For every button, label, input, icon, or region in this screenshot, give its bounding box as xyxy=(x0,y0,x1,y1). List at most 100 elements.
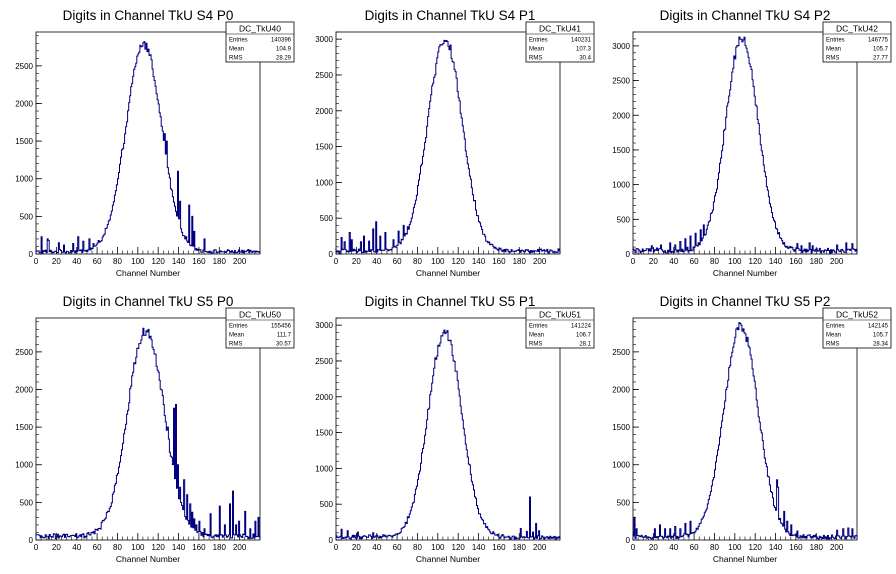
chart-title: Digits in Channel TkU S5 P1 xyxy=(365,294,536,309)
x-tick-label: 60 xyxy=(393,543,402,552)
y-tick-label: 1000 xyxy=(315,178,333,187)
histogram-panel: Digits in Channel TkU S5 P20500100015002… xyxy=(612,294,892,564)
stats-label: Mean xyxy=(826,47,841,53)
x-tick-label: 60 xyxy=(393,257,402,266)
x-tick-label: 160 xyxy=(492,257,506,266)
stats-label: RMS xyxy=(529,56,542,62)
x-tick-label: 20 xyxy=(352,257,361,266)
histogram-panel: Digits in Channel TkU S4 P10500100015002… xyxy=(315,8,595,278)
stats-box-frame xyxy=(822,21,892,63)
stats-label: Entries xyxy=(229,324,248,330)
x-tick-label: 140 xyxy=(172,543,186,552)
x-tick-label: 200 xyxy=(533,257,547,266)
stats-value: 30.4 xyxy=(579,56,591,62)
plot-frame xyxy=(632,31,858,255)
x-tick-label: 60 xyxy=(690,543,699,552)
plot-frame xyxy=(35,317,261,541)
x-axis-label: Channel Number xyxy=(713,554,777,564)
y-tick-label: 1000 xyxy=(15,175,33,184)
stats-value: 142145 xyxy=(868,324,889,330)
x-tick-label: 160 xyxy=(789,257,803,266)
stats-box-name: DC_TkU40 xyxy=(239,24,281,34)
x-tick-label: 160 xyxy=(492,543,506,552)
y-tick-label: 500 xyxy=(617,215,631,224)
x-tick-label: 40 xyxy=(72,543,81,552)
x-tick-label: 20 xyxy=(52,543,61,552)
histogram-series xyxy=(632,322,858,540)
x-tick-label: 20 xyxy=(352,543,361,552)
stats-value: 111.7 xyxy=(277,333,292,339)
y-tick-label: 2000 xyxy=(315,107,333,116)
x-tick-label: 80 xyxy=(710,257,719,266)
x-tick-label: 20 xyxy=(649,543,658,552)
x-tick-label: 140 xyxy=(769,257,783,266)
x-tick-label: 160 xyxy=(192,543,206,552)
x-tick-label: 80 xyxy=(113,257,122,266)
stats-value: 30.57 xyxy=(276,342,292,348)
histogram-series xyxy=(35,41,261,254)
x-tick-label: 120 xyxy=(749,543,763,552)
stats-box-name: DC_TkU41 xyxy=(539,24,581,34)
stats-label: Entries xyxy=(529,38,548,44)
x-tick-label: 80 xyxy=(413,257,422,266)
x-axis-label: Channel Number xyxy=(116,268,180,278)
stats-box-name: DC_TkU51 xyxy=(539,310,581,320)
histogram-panel: Digits in Channel TkU S4 P20500100015002… xyxy=(612,8,892,278)
plot-frame xyxy=(632,317,858,541)
x-tick-label: 180 xyxy=(213,543,227,552)
stats-value: 106.7 xyxy=(576,333,592,339)
stats-label: RMS xyxy=(229,56,242,62)
stats-value: 140396 xyxy=(271,38,292,44)
y-tick-label: 500 xyxy=(320,500,334,509)
stats-box-name: DC_TkU52 xyxy=(836,310,878,320)
y-tick-label: 1500 xyxy=(315,143,333,152)
x-tick-label: 20 xyxy=(649,257,658,266)
stats-value: 28.1 xyxy=(579,342,591,348)
stats-label: Mean xyxy=(529,47,544,53)
x-tick-label: 100 xyxy=(728,543,742,552)
histogram-series xyxy=(335,39,561,254)
x-tick-label: 140 xyxy=(472,543,486,552)
y-tick-label: 1500 xyxy=(15,423,33,432)
x-tick-label: 200 xyxy=(233,543,247,552)
x-tick-label: 0 xyxy=(34,257,39,266)
stats-label: RMS xyxy=(826,56,839,62)
x-tick-label: 140 xyxy=(172,257,186,266)
x-tick-label: 100 xyxy=(131,257,145,266)
histogram-panel: Digits in Channel TkU S4 P00500100015002… xyxy=(15,8,295,278)
plot-frame xyxy=(335,31,561,255)
x-tick-label: 100 xyxy=(431,543,445,552)
stats-label: RMS xyxy=(529,342,542,348)
y-tick-label: 0 xyxy=(626,536,631,545)
y-tick-label: 1500 xyxy=(612,423,630,432)
x-tick-label: 0 xyxy=(631,257,636,266)
x-tick-label: 100 xyxy=(131,543,145,552)
x-tick-label: 100 xyxy=(431,257,445,266)
y-tick-label: 3000 xyxy=(315,35,333,44)
x-tick-label: 120 xyxy=(152,257,166,266)
x-axis-label: Channel Number xyxy=(116,554,180,564)
x-tick-label: 60 xyxy=(93,257,102,266)
x-tick-label: 60 xyxy=(690,257,699,266)
stats-box-name: DC_TkU42 xyxy=(836,24,878,34)
histogram-panel: Digits in Channel TkU S5 P00500100015002… xyxy=(15,294,295,564)
x-tick-label: 100 xyxy=(728,257,742,266)
x-tick-label: 140 xyxy=(769,543,783,552)
y-tick-label: 2500 xyxy=(15,62,33,71)
x-tick-label: 0 xyxy=(631,543,636,552)
stats-label: Mean xyxy=(229,333,244,339)
histogram-series xyxy=(632,36,858,254)
x-tick-label: 40 xyxy=(72,257,81,266)
x-tick-label: 80 xyxy=(113,543,122,552)
y-tick-label: 2000 xyxy=(612,111,630,120)
x-tick-label: 120 xyxy=(452,543,466,552)
x-tick-label: 160 xyxy=(789,543,803,552)
stats-box-frame xyxy=(525,21,595,63)
x-axis-label: Channel Number xyxy=(713,268,777,278)
stats-value: 141224 xyxy=(571,324,592,330)
stats-label: Entries xyxy=(229,38,248,44)
x-tick-label: 120 xyxy=(749,257,763,266)
x-tick-label: 80 xyxy=(413,543,422,552)
x-tick-label: 80 xyxy=(710,543,719,552)
